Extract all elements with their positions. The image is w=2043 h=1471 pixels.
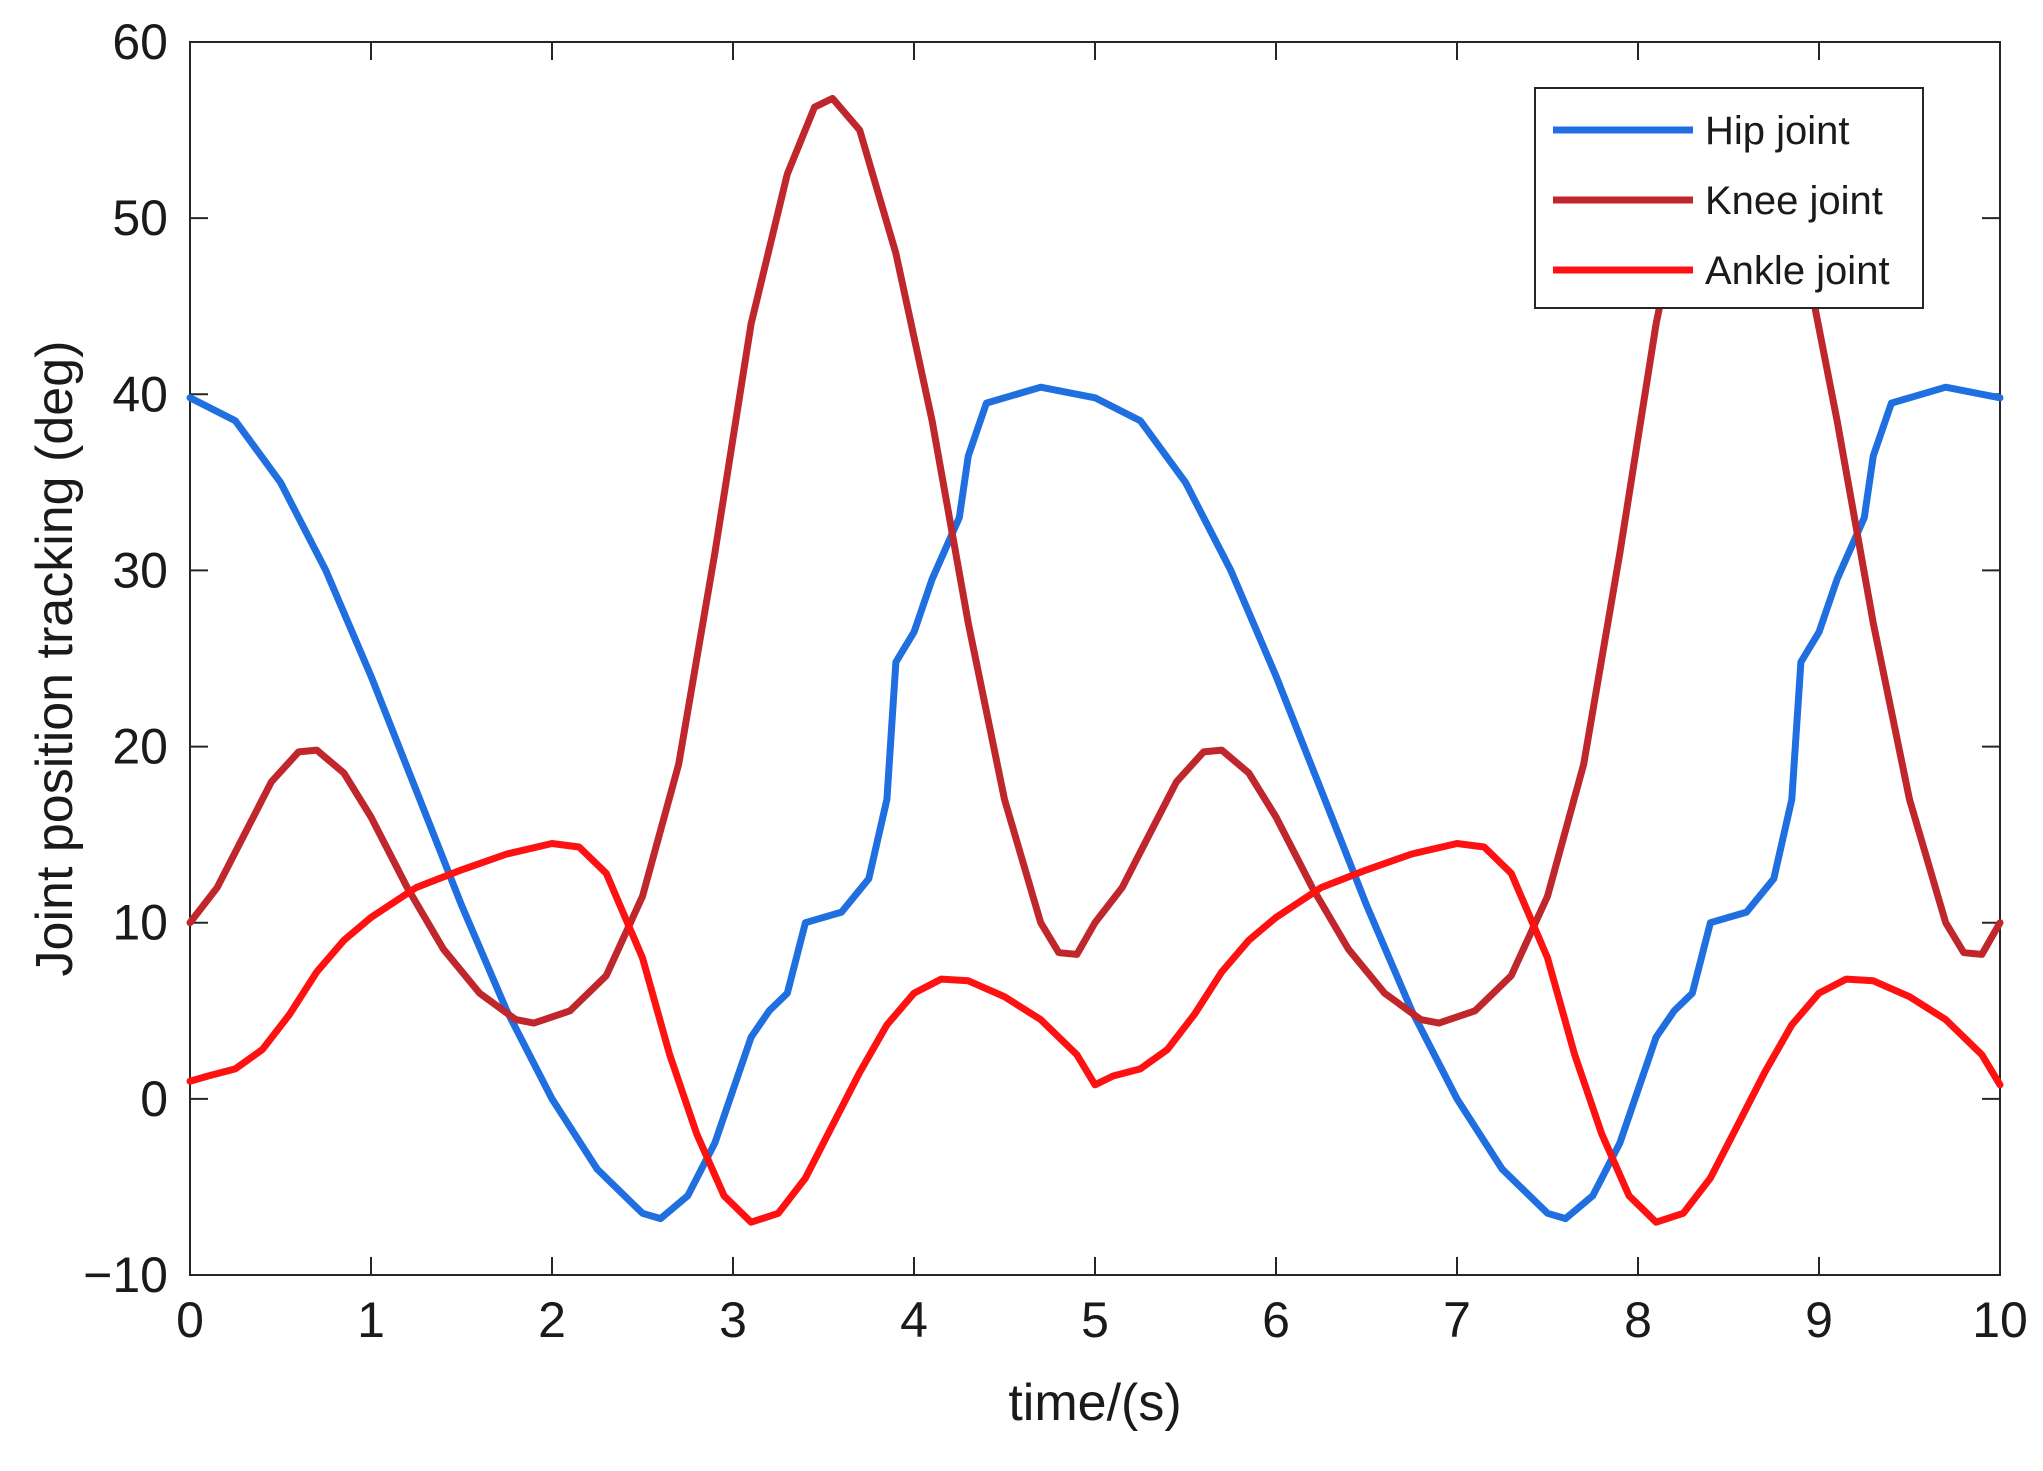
y-tick-label: 50: [112, 190, 168, 246]
x-tick-label: 6: [1262, 1292, 1290, 1348]
y-tick-label: 0: [140, 1071, 168, 1127]
series-line-ankle-joint: [186, 840, 2004, 1226]
x-tick-label: 3: [719, 1292, 747, 1348]
x-tick-label: 0: [176, 1292, 204, 1348]
x-tick-label: 10: [1972, 1292, 2028, 1348]
legend-label: Hip joint: [1705, 109, 1850, 153]
x-tick-label: 5: [1081, 1292, 1109, 1348]
y-tick-label: 30: [112, 542, 168, 598]
x-tick-label: 4: [900, 1292, 928, 1348]
series-line-knee-joint: [186, 94, 2004, 1027]
y-tick-label: −10: [83, 1247, 168, 1303]
y-tick-label: 60: [112, 14, 168, 70]
x-tick-label: 1: [357, 1292, 385, 1348]
y-tick-label: 10: [112, 895, 168, 951]
series-lines: [186, 94, 2004, 1226]
x-tick-label: 8: [1624, 1292, 1652, 1348]
legend-label: Ankle joint: [1705, 249, 1890, 293]
x-axis-label: time/(s): [1008, 1374, 1181, 1432]
x-tick-label: 7: [1443, 1292, 1471, 1348]
y-axis-label: Joint position tracking (deg): [26, 341, 84, 977]
legend: Hip joint Knee joint Ankle joint: [1534, 87, 1924, 309]
series-line-hip-joint: [186, 383, 2004, 1223]
x-tick-label: 9: [1805, 1292, 1833, 1348]
x-tick-label: 2: [538, 1292, 566, 1348]
y-tick-label: 40: [112, 366, 168, 422]
y-tick-label: 20: [112, 719, 168, 775]
legend-label: Knee joint: [1705, 179, 1883, 223]
